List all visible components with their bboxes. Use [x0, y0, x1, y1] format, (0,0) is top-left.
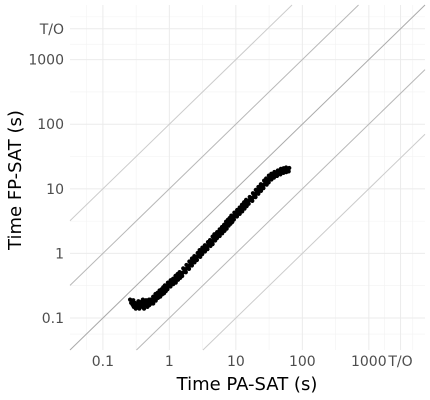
data-point [168, 284, 173, 289]
data-point [197, 248, 202, 253]
y-tick-label: T/O [39, 22, 64, 38]
y-axis-title: Time FP-SAT (s) [5, 110, 26, 251]
data-point [200, 251, 205, 257]
data-point [139, 302, 144, 307]
data-point [258, 182, 263, 187]
data-point [274, 173, 280, 179]
y-tick-label: 100 [37, 117, 64, 133]
data-point [286, 169, 291, 174]
data-point [243, 197, 249, 202]
x-tick-label: 1 [165, 354, 174, 370]
data-point [234, 214, 240, 219]
data-point [134, 302, 139, 307]
data-point [237, 205, 242, 210]
data-point [173, 280, 178, 285]
data-point [210, 241, 215, 247]
y-tick-label: 1 [55, 246, 64, 262]
x-tick-labels: 0.1 1 10 100 1000 T/O [92, 354, 413, 370]
data-point [184, 262, 189, 268]
y-tick-label: 10 [46, 182, 64, 198]
data-point [140, 297, 145, 302]
data-point [192, 253, 197, 259]
data-point [165, 287, 170, 292]
data-point [215, 229, 220, 235]
reference-line [69, 4, 359, 286]
data-point [224, 226, 229, 231]
data-point [256, 191, 261, 196]
reference-line [69, 4, 426, 351]
data-point [284, 165, 289, 170]
data-point [256, 184, 261, 190]
data-point [250, 191, 256, 196]
data-points [127, 165, 292, 311]
data-point [272, 169, 277, 175]
y-tick-label: 1000 [28, 53, 64, 69]
data-point [183, 270, 188, 275]
data-point [205, 247, 210, 252]
reference-line [136, 69, 426, 351]
grid-lines [70, 5, 425, 350]
data-point [240, 209, 245, 214]
data-point [127, 297, 133, 302]
data-point [250, 198, 255, 203]
data-point [181, 266, 186, 271]
data-point [137, 306, 142, 311]
data-point [253, 195, 258, 200]
x-tick-label: 10 [227, 354, 245, 370]
data-point [148, 297, 153, 302]
data-point [232, 210, 237, 215]
x-tick-label: T/O [387, 354, 412, 370]
reference-lines [69, 4, 426, 351]
reference-line [202, 133, 426, 351]
data-point [165, 280, 170, 285]
data-point [186, 266, 192, 271]
data-point [180, 273, 185, 279]
data-point [253, 187, 258, 192]
data-point [162, 283, 167, 288]
data-point [221, 222, 227, 227]
data-point [263, 176, 269, 181]
y-tick-labels: 0.1 1 10 100 1000 T/O [28, 22, 64, 327]
x-tick-label: 100 [289, 354, 316, 370]
data-point [246, 201, 251, 206]
data-point [194, 257, 200, 263]
x-axis-title: Time PA-SAT (s) [176, 374, 318, 395]
data-point [187, 259, 192, 264]
data-point [229, 213, 234, 218]
x-tick-label: 1000 [351, 354, 387, 370]
data-point [141, 306, 147, 311]
data-point [266, 180, 271, 185]
data-point [207, 238, 213, 243]
data-point [258, 188, 264, 193]
data-point [189, 263, 195, 268]
y-tick-label: 0.1 [42, 311, 64, 327]
data-point [247, 194, 252, 200]
data-point [202, 243, 207, 248]
reference-line [69, 4, 293, 222]
data-point [151, 301, 156, 306]
data-point [287, 165, 292, 171]
x-tick-label: 0.1 [92, 354, 114, 370]
data-point [177, 270, 182, 275]
data-point [217, 233, 222, 239]
data-point [261, 186, 266, 191]
data-point [171, 276, 176, 281]
data-point [231, 217, 237, 222]
